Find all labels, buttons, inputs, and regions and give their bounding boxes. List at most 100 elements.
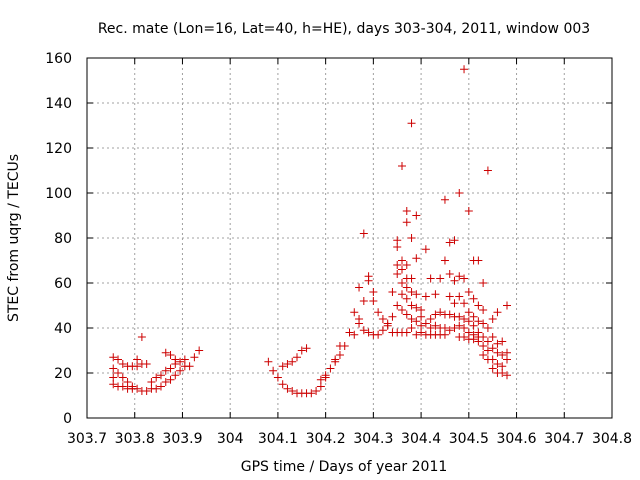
data-point: [114, 369, 123, 377]
y-tick-label: 20: [54, 366, 72, 382]
data-point: [445, 310, 454, 319]
data-point: [355, 283, 364, 292]
data-point: [118, 373, 127, 382]
data-point: [440, 195, 449, 204]
data-point: [469, 330, 478, 339]
data-point: [393, 261, 402, 269]
data-point: [493, 348, 502, 357]
x-tick-label: 304.7: [544, 431, 584, 447]
x-tick-label: 304.4: [401, 431, 441, 447]
data-point: [393, 301, 402, 310]
x-tick-label: 304: [217, 431, 244, 447]
data-point: [488, 333, 497, 341]
data-point: [388, 312, 397, 321]
data-point: [460, 324, 469, 332]
data-point: [402, 310, 411, 319]
x-tick-label: 303.9: [162, 431, 202, 447]
data-point: [455, 189, 464, 197]
data-point: [288, 387, 297, 395]
data-point: [388, 288, 397, 296]
data-point: [109, 373, 118, 382]
data-point: [288, 357, 297, 366]
data-point: [455, 312, 464, 321]
data-point: [412, 290, 421, 299]
data-point: [278, 380, 287, 389]
data-point: [297, 346, 306, 355]
data-point: [316, 382, 325, 391]
data-point: [166, 364, 175, 373]
data-point: [488, 355, 497, 364]
data-point: [474, 317, 483, 326]
y-tick-label: 120: [45, 141, 72, 157]
data-point: [469, 321, 478, 330]
y-tick-label: 160: [45, 51, 72, 67]
data-point: [417, 321, 426, 330]
data-point: [455, 321, 464, 330]
data-point: [493, 308, 502, 317]
data-point: [407, 315, 416, 323]
y-tick-label: 0: [63, 411, 72, 427]
data-point: [474, 256, 483, 265]
data-point: [378, 326, 387, 335]
data-point: [180, 355, 189, 364]
data-point: [142, 360, 151, 368]
data-point: [469, 312, 478, 321]
data-point: [264, 357, 273, 366]
data-point: [283, 384, 292, 393]
data-point: [417, 306, 426, 314]
data-point: [407, 234, 416, 242]
data-point: [278, 362, 287, 371]
data-point: [364, 328, 373, 337]
data-point: [479, 279, 488, 287]
data-point: [345, 328, 354, 337]
data-point: [147, 378, 156, 386]
data-point: [133, 355, 142, 364]
data-point: [440, 256, 449, 265]
x-axis-title: GPS time / Days of year 2011: [241, 459, 448, 475]
data-point: [393, 270, 402, 278]
data-point: [340, 342, 349, 350]
data-point: [488, 344, 497, 353]
data-point: [483, 324, 492, 332]
chart-title: Rec. mate (Lon=16, Lat=40, h=HE), days 3…: [98, 21, 590, 37]
data-point: [359, 326, 368, 335]
data-point: [293, 353, 301, 362]
data-point: [398, 162, 406, 170]
data-point: [440, 324, 449, 332]
data-point: [156, 382, 165, 391]
data-point: [479, 333, 488, 341]
data-point: [407, 119, 416, 128]
data-point: [398, 290, 406, 299]
data-point: [464, 317, 473, 326]
data-point: [450, 276, 459, 285]
x-tick-label: 304.2: [306, 431, 346, 447]
data-point: [445, 326, 454, 335]
data-point: [331, 355, 340, 364]
data-point: [321, 371, 330, 380]
data-point: [133, 384, 142, 393]
data-point: [176, 357, 185, 366]
data-point: [398, 265, 406, 274]
data-point: [460, 333, 469, 341]
data-point: [273, 373, 282, 382]
data-point: [118, 360, 127, 368]
data-point: [359, 297, 368, 305]
y-tick-label: 60: [54, 276, 72, 292]
data-point: [464, 308, 473, 317]
data-point: [312, 387, 321, 395]
data-point: [393, 243, 402, 251]
data-point: [350, 308, 359, 317]
x-tick-label: 304.6: [496, 431, 536, 447]
y-tick-label: 100: [45, 186, 72, 202]
x-tick-label: 304.8: [592, 431, 632, 447]
x-tick-label: 303.8: [115, 431, 155, 447]
data-point: [436, 274, 445, 283]
data-point: [359, 229, 368, 238]
data-point: [440, 330, 449, 339]
data-point: [498, 337, 507, 346]
data-point: [152, 384, 161, 393]
data-point: [161, 348, 170, 357]
data-point: [421, 292, 430, 301]
y-axis-title: STEC from uqrg / TECUs: [6, 154, 22, 322]
